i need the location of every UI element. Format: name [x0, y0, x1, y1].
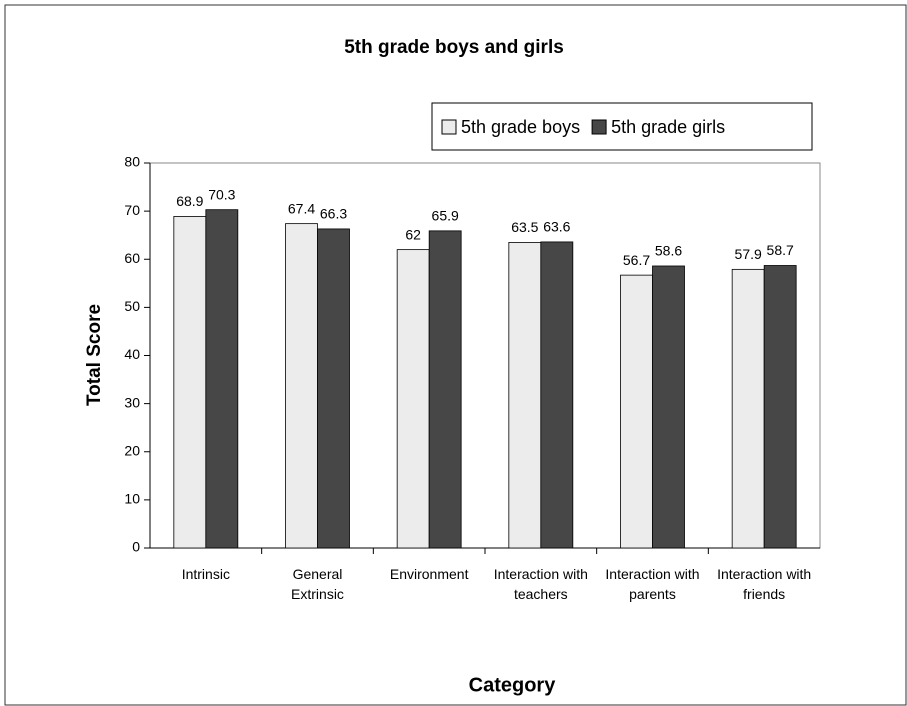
data-label: 68.9	[176, 193, 203, 209]
y-tick-label: 80	[124, 154, 140, 170]
legend-swatch	[591, 119, 607, 135]
y-tick-label: 70	[124, 202, 140, 218]
y-tick-label: 40	[124, 346, 140, 362]
data-label: 62	[405, 226, 421, 242]
y-tick-label: 10	[124, 491, 140, 507]
bar	[173, 216, 207, 549]
x-tick-label: Interaction with parents	[605, 566, 700, 602]
x-axis-label: Category	[469, 674, 557, 696]
data-label: 66.3	[320, 206, 347, 222]
bar	[317, 228, 350, 549]
bar	[508, 242, 542, 549]
bar	[652, 265, 685, 549]
data-label: 63.5	[511, 219, 538, 235]
legend-label: 5th grade boys	[461, 117, 580, 137]
y-tick-label: 20	[124, 442, 140, 458]
data-label: 57.9	[735, 246, 762, 262]
data-label: 58.6	[655, 243, 682, 259]
x-tick-label: General Extrinsic	[291, 566, 344, 602]
y-tick-label: 60	[124, 250, 140, 266]
bar	[285, 223, 318, 549]
y-tick-label: 50	[124, 298, 140, 314]
y-axis-label: Total Score	[84, 304, 105, 406]
data-label: 63.6	[543, 219, 570, 235]
x-tick-label: Interaction with teachers	[493, 566, 588, 602]
legend-box	[431, 102, 813, 151]
x-tick-label: Intrinsic	[181, 566, 230, 582]
bar	[620, 274, 653, 549]
legend-swatch	[441, 119, 457, 135]
y-tick-label: 30	[124, 394, 140, 410]
plot-area	[149, 162, 821, 549]
chart-title: 5th grade boys and girls	[344, 37, 564, 58]
data-label: 70.3	[208, 186, 235, 202]
bar	[428, 230, 462, 549]
data-label: 58.7	[767, 242, 794, 258]
data-label: 67.4	[288, 200, 315, 216]
bar	[540, 241, 574, 549]
legend-label: 5th grade girls	[611, 117, 725, 137]
x-tick-label: Environment	[389, 566, 469, 582]
data-label: 65.9	[432, 208, 459, 224]
bar	[396, 249, 430, 549]
bar	[205, 209, 239, 549]
bar	[731, 268, 765, 549]
data-label: 56.7	[623, 252, 650, 268]
bar	[763, 265, 797, 549]
y-tick-label: 0	[132, 539, 140, 555]
x-tick-label: Interaction with friends	[717, 566, 812, 602]
